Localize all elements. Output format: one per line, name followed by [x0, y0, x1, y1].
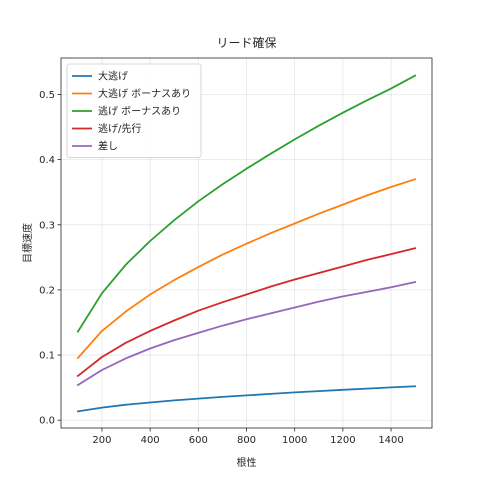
x-tick-label: 600	[189, 435, 208, 446]
legend-label: 逃げ/先行	[98, 122, 141, 135]
series-line	[76, 385, 417, 413]
legend-label: 逃げ ボーナスあり	[98, 105, 181, 118]
y-tick-label: 0.3	[39, 220, 55, 231]
y-axis-label: 目標速度	[21, 223, 34, 263]
legend-label: 大逃げ ボーナスあり	[98, 87, 191, 100]
series-line	[76, 178, 417, 360]
y-tick-label: 0.2	[39, 285, 55, 296]
series-line	[76, 74, 417, 333]
x-tick-label: 800	[237, 435, 256, 446]
y-tick-label: 0.0	[39, 416, 55, 427]
series-line	[76, 247, 417, 378]
legend-label: 差し	[98, 140, 118, 153]
y-axis: 0.0 0.1 0.2 0.3 0.4 0.5	[39, 90, 61, 427]
x-tick-label: 400	[141, 435, 160, 446]
x-tick-label: 200	[92, 435, 111, 446]
legend-box	[66, 63, 202, 158]
legend-label: 大逃げ	[98, 70, 128, 83]
series-line	[76, 281, 417, 387]
x-axis: 200 400 600 800 1000 1200 1400	[92, 428, 404, 446]
y-tick-label: 0.5	[39, 90, 55, 101]
chart-title: リード確保	[216, 35, 276, 50]
x-tick-label: 1000	[282, 435, 307, 446]
y-tick-label: 0.4	[39, 155, 55, 166]
x-tick-label: 1400	[378, 435, 403, 446]
x-tick-label: 1200	[330, 435, 355, 446]
series-lines	[76, 74, 417, 413]
x-axis-label: 根性	[237, 456, 257, 469]
y-tick-label: 0.1	[39, 351, 55, 362]
